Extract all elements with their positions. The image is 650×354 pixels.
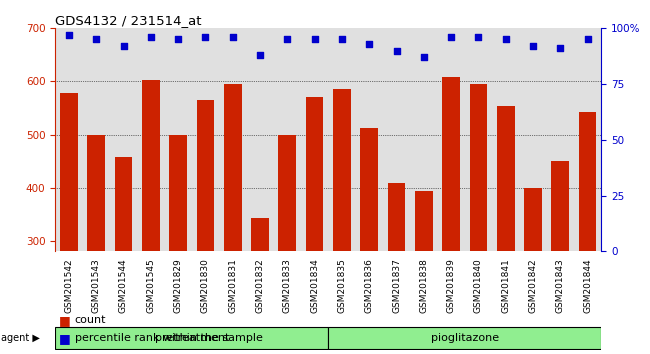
Text: count: count	[75, 315, 106, 325]
Bar	[497, 106, 515, 251]
Text: GSM201843: GSM201843	[556, 258, 565, 313]
Point	[446, 34, 456, 40]
Point	[419, 55, 429, 60]
Text: GSM201542: GSM201542	[64, 258, 73, 313]
Point	[146, 34, 156, 40]
Point	[337, 37, 347, 42]
Text: GSM201842: GSM201842	[528, 258, 538, 313]
Text: GSM201844: GSM201844	[583, 258, 592, 313]
Text: ■: ■	[58, 332, 70, 344]
Point	[200, 34, 211, 40]
Point	[227, 34, 238, 40]
Bar	[142, 80, 160, 251]
Text: pretreatment: pretreatment	[155, 332, 229, 343]
Bar	[333, 89, 351, 251]
Text: GSM201543: GSM201543	[92, 258, 101, 313]
Bar	[87, 135, 105, 251]
Bar	[360, 128, 378, 251]
Text: GSM201544: GSM201544	[119, 258, 128, 313]
Text: GSM201835: GSM201835	[337, 258, 346, 313]
Text: GSM201840: GSM201840	[474, 258, 483, 313]
Text: GSM201838: GSM201838	[419, 258, 428, 313]
Bar	[387, 183, 406, 251]
Bar	[524, 188, 542, 251]
Bar	[551, 161, 569, 251]
Text: GSM201545: GSM201545	[146, 258, 155, 313]
Text: agent ▶: agent ▶	[1, 333, 40, 343]
Text: GSM201830: GSM201830	[201, 258, 210, 313]
Bar	[251, 218, 269, 251]
Text: GSM201829: GSM201829	[174, 258, 183, 313]
Point	[391, 48, 402, 53]
Bar	[60, 93, 78, 251]
Point	[282, 37, 293, 42]
Bar	[278, 135, 296, 251]
Text: percentile rank within the sample: percentile rank within the sample	[75, 333, 263, 343]
Bar	[469, 84, 488, 251]
Text: GSM201839: GSM201839	[447, 258, 456, 313]
Bar	[306, 97, 324, 251]
Point	[255, 52, 265, 58]
FancyBboxPatch shape	[328, 327, 601, 349]
Point	[64, 32, 74, 38]
Text: pioglitazone: pioglitazone	[431, 332, 499, 343]
Text: GSM201831: GSM201831	[228, 258, 237, 313]
Text: GSM201834: GSM201834	[310, 258, 319, 313]
Text: GSM201832: GSM201832	[255, 258, 265, 313]
Bar	[224, 84, 242, 251]
Point	[528, 43, 538, 49]
Bar	[196, 100, 214, 251]
Bar	[169, 135, 187, 251]
Text: GDS4132 / 231514_at: GDS4132 / 231514_at	[55, 14, 201, 27]
Point	[118, 43, 129, 49]
Bar	[114, 157, 133, 251]
FancyBboxPatch shape	[55, 327, 328, 349]
Bar	[415, 191, 433, 251]
Bar	[442, 77, 460, 251]
Text: GSM201841: GSM201841	[501, 258, 510, 313]
Text: ■: ■	[58, 314, 70, 327]
Point	[173, 37, 183, 42]
Point	[91, 37, 101, 42]
Point	[364, 41, 374, 47]
Text: GSM201833: GSM201833	[283, 258, 292, 313]
Point	[473, 34, 484, 40]
Point	[500, 37, 511, 42]
Text: GSM201836: GSM201836	[365, 258, 374, 313]
Point	[582, 37, 593, 42]
Point	[309, 37, 320, 42]
Text: GSM201837: GSM201837	[392, 258, 401, 313]
Point	[555, 46, 566, 51]
Bar	[578, 112, 597, 251]
